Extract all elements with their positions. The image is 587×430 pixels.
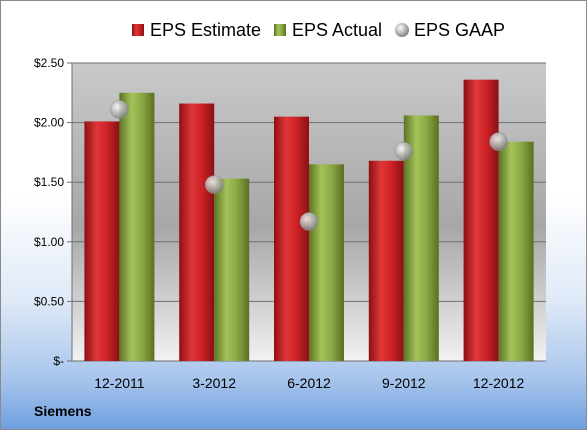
bar-eps-estimate (368, 160, 404, 361)
x-tick-label: 9-2012 (382, 375, 426, 391)
point-eps-gaap (489, 132, 508, 151)
y-tick-label: $- (53, 354, 64, 368)
point-eps-gaap (110, 100, 129, 119)
bar-eps-estimate (463, 79, 499, 362)
x-axis-labels: 12-2011 3-2012 6-2012 9-2012 12-2012 (94, 375, 524, 391)
gaap-points (110, 100, 508, 231)
bar-eps-estimate (274, 116, 309, 361)
y-axis-ticks: $- $0.50 $1.00 $1.50 $2.00 $2.50 (34, 56, 64, 368)
bar-eps-actual (214, 178, 250, 361)
y-tick-label: $1.50 (34, 175, 64, 189)
bar-eps-actual (119, 92, 155, 362)
legend: EPS Estimate EPS Actual EPS GAAP (132, 20, 505, 40)
y-tick-label: $2.50 (34, 56, 64, 70)
y-tick-label: $0.50 (34, 294, 64, 308)
legend-marker (274, 24, 286, 36)
bar-eps-estimate (179, 103, 215, 361)
x-tick-label: 12-2012 (473, 375, 525, 391)
legend-marker (132, 24, 144, 36)
legend-label: EPS Estimate (150, 20, 261, 40)
x-tick-label: 6-2012 (287, 375, 331, 391)
legend-marker (395, 23, 409, 37)
point-eps-gaap (204, 175, 224, 194)
bar-eps-actual (498, 141, 534, 361)
point-eps-gaap (299, 212, 319, 231)
y-tick-label: $2.00 (34, 116, 64, 130)
x-tick-label: 3-2012 (192, 375, 236, 391)
legend-label: EPS Actual (292, 20, 382, 40)
point-eps-gaap (394, 141, 414, 161)
bar-eps-actual (309, 164, 344, 361)
legend-label: EPS GAAP (414, 20, 505, 40)
bars (84, 79, 534, 362)
y-tick-label: $1.00 (34, 235, 64, 249)
x-tick-label: 12-2011 (94, 375, 145, 391)
bar-eps-estimate (84, 121, 120, 362)
company-label: Siemens (34, 403, 92, 419)
